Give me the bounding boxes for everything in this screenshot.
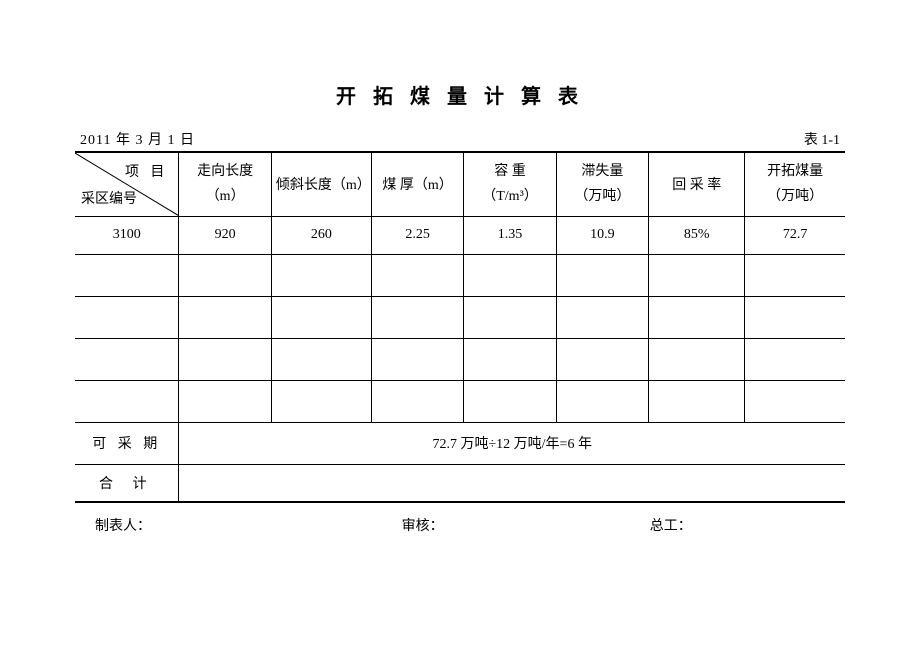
footer-preparer: 制表人： bbox=[95, 515, 402, 535]
table-row bbox=[75, 296, 845, 338]
header-density: 容 重 （T/m³） bbox=[464, 152, 556, 216]
table-row bbox=[75, 254, 845, 296]
table-row: 3100 920 260 2.25 1.35 10.9 85% 72.7 bbox=[75, 216, 845, 254]
cell-density: 1.35 bbox=[464, 216, 556, 254]
header-volume: 开拓煤量 （万吨） bbox=[745, 152, 845, 216]
cell-strike-length: 920 bbox=[179, 216, 271, 254]
header-recovery: 回 采 率 bbox=[649, 152, 745, 216]
header-thickness: 煤 厚（m） bbox=[371, 152, 463, 216]
date-text: 2011 年 3 月 1 日 bbox=[80, 129, 195, 149]
total-value bbox=[179, 464, 845, 502]
header-loss: 滞失量 （万吨） bbox=[556, 152, 648, 216]
footer-chief: 总工： bbox=[650, 515, 825, 535]
mining-period-label: 可 采 期 bbox=[75, 422, 179, 464]
header-diag-top: 项 目 bbox=[125, 161, 169, 181]
cell-volume: 72.7 bbox=[745, 216, 845, 254]
header-row: 项 目 采区编号 走向长度 （m） 倾斜长度（m） 煤 厚（m） 容 重 （T/… bbox=[75, 152, 845, 216]
cell-dip-length: 260 bbox=[271, 216, 371, 254]
cell-thickness: 2.25 bbox=[371, 216, 463, 254]
footer-reviewer: 审核： bbox=[402, 515, 650, 535]
footer-row: 制表人： 审核： 总工： bbox=[75, 515, 845, 535]
mining-period-row: 可 采 期 72.7 万吨÷12 万吨/年=6 年 bbox=[75, 422, 845, 464]
mining-period-value: 72.7 万吨÷12 万吨/年=6 年 bbox=[179, 422, 845, 464]
header-strike-length: 走向长度 （m） bbox=[179, 152, 271, 216]
table-row bbox=[75, 338, 845, 380]
table-number: 表 1-1 bbox=[804, 129, 840, 149]
header-meta-row: 2011 年 3 月 1 日 表 1-1 bbox=[75, 129, 845, 149]
table-row bbox=[75, 380, 845, 422]
cell-zone: 3100 bbox=[75, 216, 179, 254]
total-row: 合 计 bbox=[75, 464, 845, 502]
calculation-table: 项 目 采区编号 走向长度 （m） 倾斜长度（m） 煤 厚（m） 容 重 （T/… bbox=[75, 151, 845, 503]
cell-loss: 10.9 bbox=[556, 216, 648, 254]
cell-recovery: 85% bbox=[649, 216, 745, 254]
header-diag-bottom: 采区编号 bbox=[81, 188, 137, 208]
header-dip-length: 倾斜长度（m） bbox=[271, 152, 371, 216]
page-title: 开 拓 煤 量 计 算 表 bbox=[75, 80, 845, 109]
header-diagonal-cell: 项 目 采区编号 bbox=[75, 152, 179, 216]
total-label: 合 计 bbox=[75, 464, 179, 502]
